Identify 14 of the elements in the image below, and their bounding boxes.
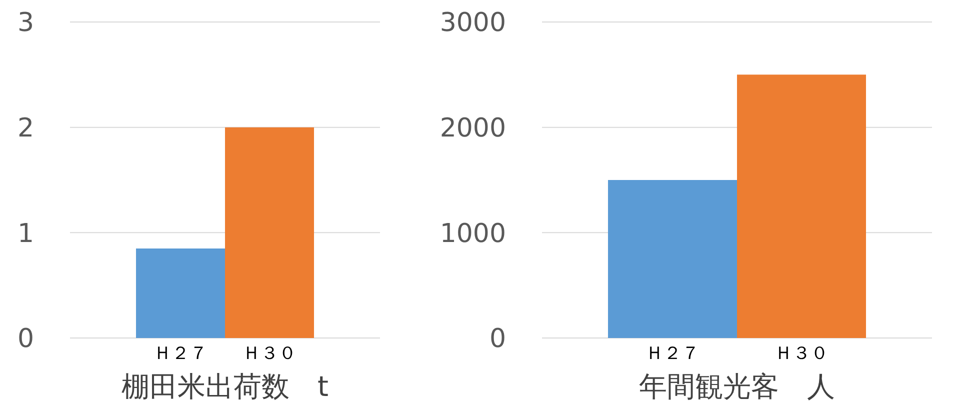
- x-axis-title: 年間観光客 人: [638, 369, 836, 403]
- y-tick-label: 0: [489, 324, 506, 354]
- y-tick-label: 3000: [440, 8, 506, 38]
- x-tick-label: Ｈ３０: [774, 342, 828, 364]
- x-tick-label: Ｈ２７: [154, 342, 208, 364]
- y-tick-label: 0: [17, 324, 34, 354]
- y-tick-label: 1000: [440, 218, 506, 249]
- y-tick-label: 2: [17, 114, 34, 144]
- y-tick-label: 1: [17, 218, 34, 249]
- x-tick-label: Ｈ２７: [646, 342, 700, 364]
- x-axis-title: 棚田米出荷数 t: [120, 369, 330, 403]
- x-tick-label: Ｈ３０: [242, 342, 296, 364]
- y-tick-label: 3: [17, 8, 34, 38]
- y-tick-label: 2000: [440, 114, 506, 144]
